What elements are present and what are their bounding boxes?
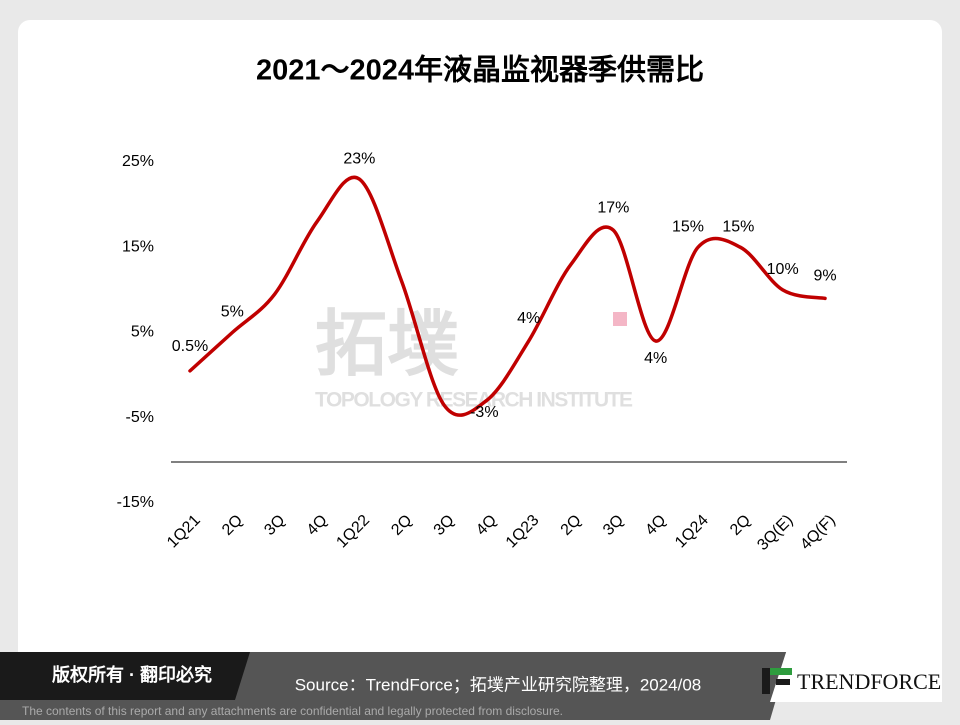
y-tick-label: 25% <box>122 153 154 170</box>
y-tick-label: -5% <box>126 409 154 426</box>
y-tick-label: -15% <box>117 494 154 511</box>
y-tick-label: 15% <box>122 238 154 255</box>
y-tick-label: 5% <box>131 324 154 341</box>
logo-band <box>770 640 942 702</box>
watermark-logo: 拓墣 <box>315 305 459 385</box>
disclaimer: The contents of this report and any atta… <box>22 704 563 718</box>
data-label: 15% <box>722 218 754 235</box>
data-label: 9% <box>813 268 836 285</box>
chart-title: 2021～2024年液晶监视器季供需比 <box>256 53 704 87</box>
logo-mark <box>776 679 790 685</box>
data-label: -3% <box>470 404 498 421</box>
data-label: 15% <box>672 218 704 235</box>
watermark: 拓墣 TOPOLOGY RESEARCH INSTITUTE <box>315 305 633 412</box>
decoration-square <box>613 312 627 326</box>
watermark-name: TOPOLOGY RESEARCH INSTITUTE <box>315 389 633 412</box>
footer-copyright-band <box>0 652 250 700</box>
line <box>188 175 827 417</box>
data-label: 5% <box>221 304 244 321</box>
card <box>18 20 942 702</box>
source: Source：TrendForce；拓墣产业研究院整理，2024/08 <box>295 675 702 694</box>
logo-mark <box>762 668 770 694</box>
data-label: 17% <box>597 199 629 216</box>
brand-logo: TRENDFORCE <box>762 668 941 694</box>
brand: TRENDFORCE <box>797 669 941 694</box>
logo-mark <box>770 668 792 675</box>
data-label: 4% <box>644 350 667 367</box>
data-label: 4% <box>517 310 540 327</box>
data-label: 10% <box>767 261 799 278</box>
copyright: 版权所有 · 翻印必究 <box>52 664 212 685</box>
data-label: 23% <box>343 150 375 167</box>
data-label: 0.5% <box>172 338 208 355</box>
